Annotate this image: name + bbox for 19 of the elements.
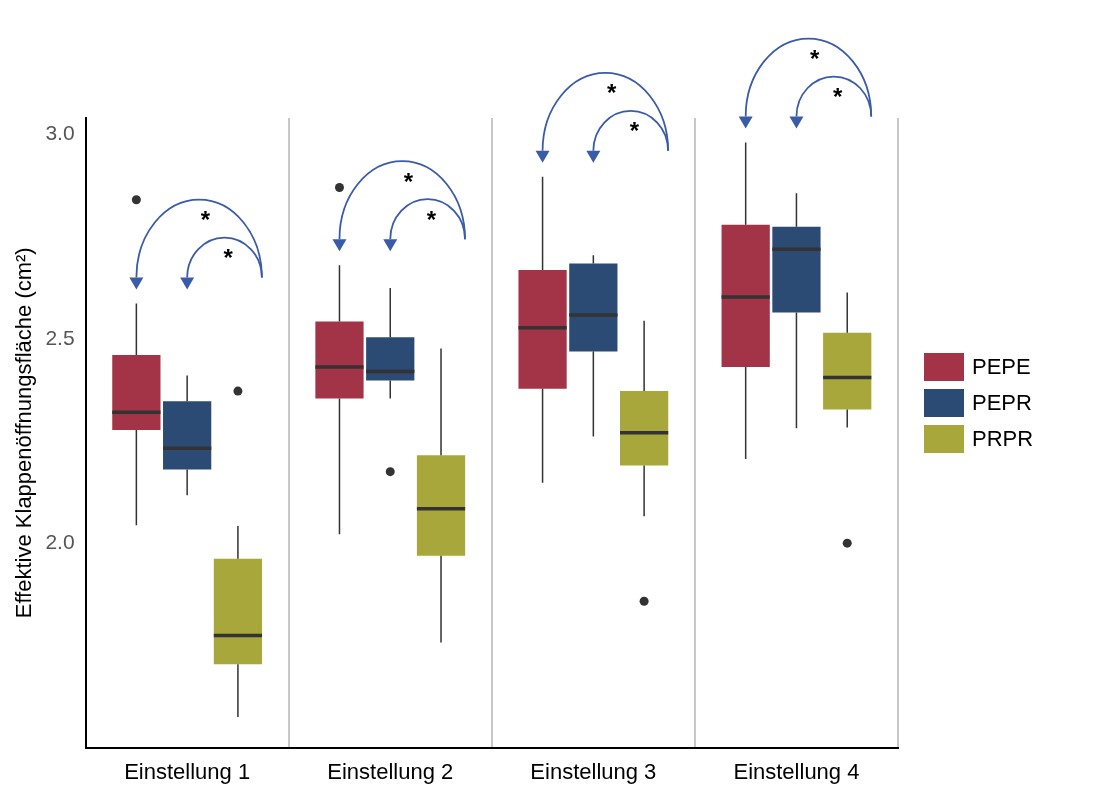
text: * [832,83,843,111]
legend-label: PEPR [972,390,1032,416]
annotation: * [426,205,437,233]
text: * [810,45,821,73]
annotation: * [629,117,640,145]
x-tick-label: Einstellung 2 [327,758,454,784]
y-axis-title: Effektive Klappenöffnungsfläche (cm²) [11,247,37,619]
annotation: * [403,167,414,195]
legend-label: PEPE [972,354,1031,380]
x-tick-label: Einstellung 4 [733,758,860,784]
y-tick-label: 2.0 [45,529,75,553]
x-tick-label: Einstellung 3 [530,758,657,784]
text: * [606,79,617,107]
legend-label: PRPR [972,426,1034,452]
annotation: * [223,244,234,272]
annotation: * [200,206,211,234]
x-tick-label: Einstellung 1 [124,758,251,784]
y-tick-label: 3.0 [45,121,75,145]
y-tick-label: 2.5 [45,325,75,349]
